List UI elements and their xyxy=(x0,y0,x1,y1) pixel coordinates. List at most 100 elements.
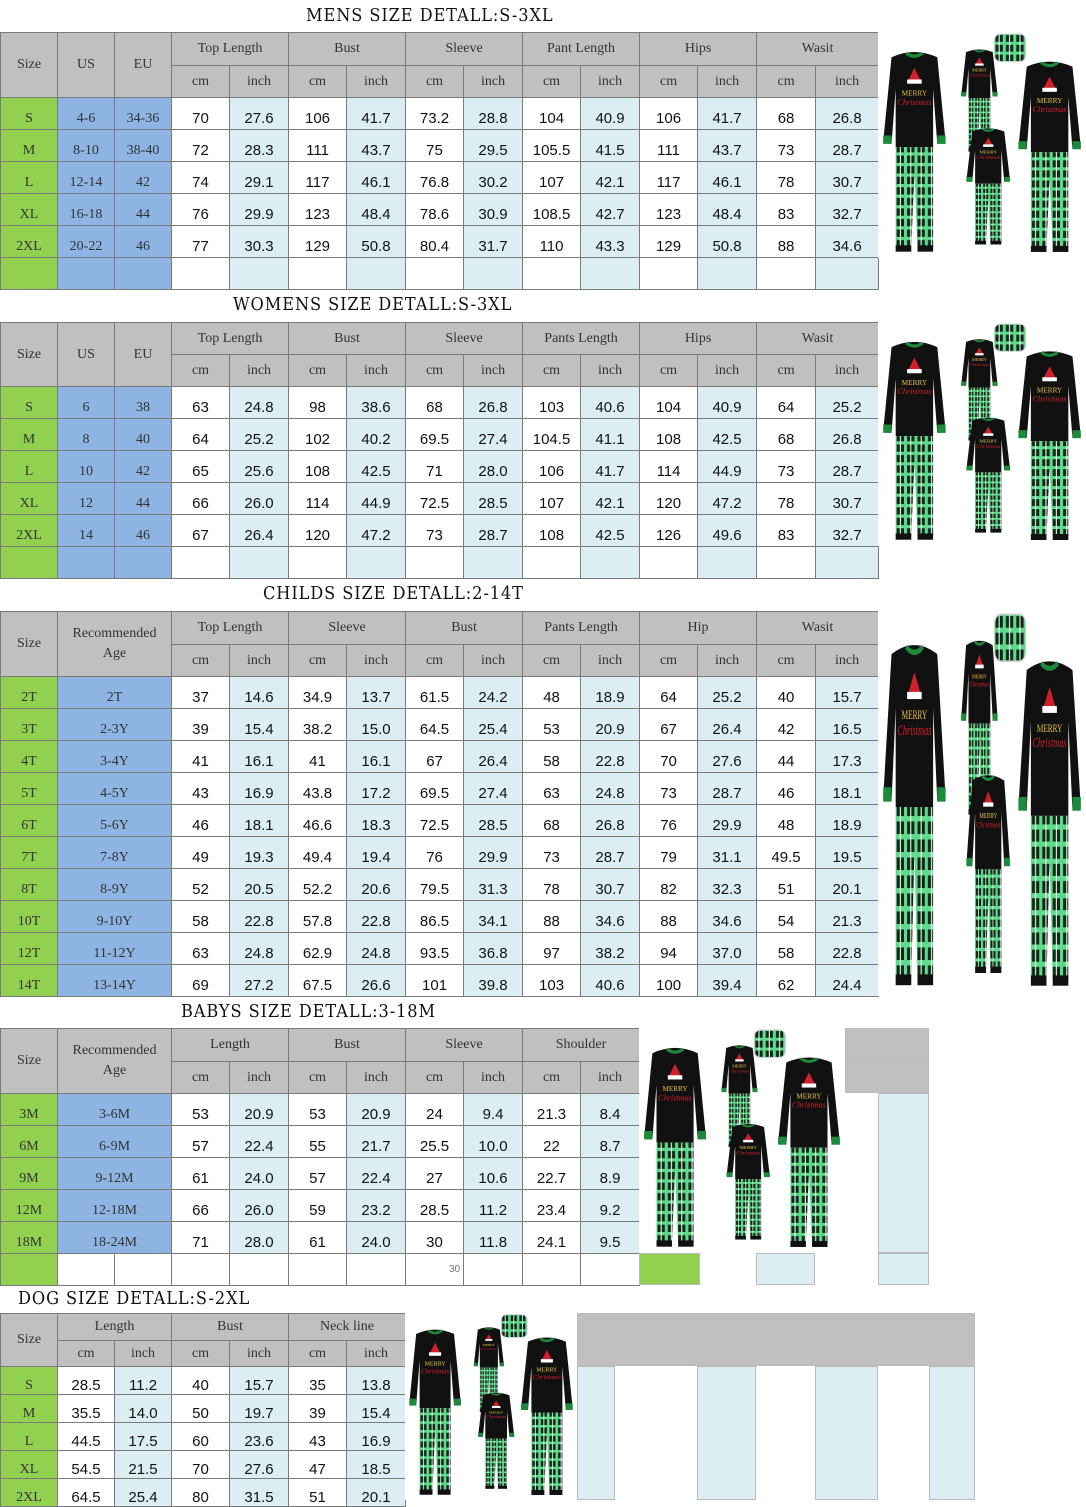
cm-value: 23.4 xyxy=(522,1189,582,1222)
size-cell: 12T xyxy=(0,932,58,965)
unit-header-cm: cm xyxy=(288,65,348,98)
column-group-header: Hips xyxy=(639,322,758,355)
unit-header-cm: cm xyxy=(405,354,465,387)
size-cell: 6M xyxy=(0,1125,58,1158)
inch-value: 23.6 xyxy=(229,1422,289,1451)
inch-value: 11.2 xyxy=(114,1366,172,1395)
size-cell: 4T xyxy=(0,740,58,773)
empty-cell xyxy=(815,546,880,579)
mens-size-table: Size US EU Top Length Bust Sleeve Pant Length H… xyxy=(0,32,880,290)
eu-size-cell: 42 xyxy=(114,450,172,483)
inch-value: 24.8 xyxy=(580,772,641,805)
cm-value: 48 xyxy=(756,804,817,837)
svg-text:Christmas: Christmas xyxy=(481,1347,498,1351)
cm-value: 78 xyxy=(522,868,582,901)
empty-cell xyxy=(639,257,699,290)
inch-value: 14.6 xyxy=(228,676,290,709)
table-row: M 8-10 38-40 72 28.3 111 43.7 75 29.5 105.5 41.5 11… xyxy=(0,129,880,162)
cm-value: 43 xyxy=(288,1422,347,1451)
cm-value: 70 xyxy=(171,97,230,130)
cm-value: 51 xyxy=(288,1478,347,1507)
cm-value: 83 xyxy=(756,193,817,226)
size-cell: 3M xyxy=(0,1093,58,1126)
svg-text:Christmas: Christmas xyxy=(658,1093,692,1102)
cm-value: 54.5 xyxy=(57,1450,115,1479)
inch-value: 26.0 xyxy=(228,482,290,515)
cm-value: 52.2 xyxy=(288,868,348,901)
size-cell: L xyxy=(0,450,58,483)
inch-value: 28.5 xyxy=(463,804,524,837)
cm-value: 78.6 xyxy=(405,193,465,226)
cm-value: 72 xyxy=(171,129,230,162)
inch-value: 24.0 xyxy=(346,1221,406,1254)
column-group-header: Top Length xyxy=(170,322,290,355)
empty-cell xyxy=(57,546,115,579)
cm-value: 62.9 xyxy=(288,932,348,965)
cm-value: 22.7 xyxy=(522,1157,582,1190)
column-group-header: Shoulder xyxy=(522,1028,641,1062)
cm-value: 73 xyxy=(522,836,582,869)
svg-text:MERRY: MERRY xyxy=(902,378,928,387)
cm-value: 64.5 xyxy=(57,1478,115,1507)
cm-value: 49 xyxy=(171,836,230,869)
cm-value: 114 xyxy=(639,450,699,483)
cm-value: 104 xyxy=(639,386,699,419)
unit-header-inch: inch xyxy=(580,1061,641,1094)
size-cell: 8T xyxy=(0,868,58,901)
unit-header-inch: inch xyxy=(697,644,758,677)
cm-value: 24.1 xyxy=(522,1221,582,1254)
column-group-header: Wasit xyxy=(756,611,880,645)
unit-header-cm: cm xyxy=(288,644,348,677)
inch-value: 28.7 xyxy=(815,129,880,162)
inch-value: 11.2 xyxy=(462,1189,524,1222)
us-size-cell: 14 xyxy=(57,514,115,547)
svg-text:Christmas: Christmas xyxy=(792,1101,826,1110)
inch-value: 15.4 xyxy=(346,1394,406,1423)
cm-value: 69.5 xyxy=(405,418,465,451)
inch-value: 18.5 xyxy=(346,1450,406,1479)
cm-value: 59 xyxy=(288,1189,347,1222)
unit-header-cm: cm xyxy=(288,354,348,387)
grid-header-cell xyxy=(845,1028,929,1061)
inch-value: 28.7 xyxy=(463,514,524,547)
unit-header-inch: inch xyxy=(229,1340,289,1367)
empty-cell xyxy=(229,1253,289,1286)
size-cell: M xyxy=(0,1394,58,1423)
cm-value: 66 xyxy=(171,1189,230,1222)
inch-value: 26.8 xyxy=(463,386,524,419)
svg-text:MERRY: MERRY xyxy=(796,1093,821,1101)
size-cell: 3T xyxy=(0,708,58,741)
size-cell: S xyxy=(0,97,58,130)
family-pajamas-icon: MERRY Christmas MERRY Christmas MERRY Ch… xyxy=(409,1314,573,1495)
size-cell: 14T xyxy=(0,964,58,997)
unit-header-inch: inch xyxy=(346,644,407,677)
table-row: S 6 38 63 24.8 98 38.6 68 26.8 103 40.6 104 40.9 64 25… xyxy=(0,386,880,419)
table-row: 18M 18-24M 71 28.0 61 24.0 30 11.8 24.1 9.5 xyxy=(0,1221,641,1254)
table-row: 2T 2T 37 14.6 34.9 13.7 61.5 24.2 48 18.9 64 25.2 40… xyxy=(0,676,880,709)
us-size-cell: 16-18 xyxy=(57,193,115,226)
childs-title: CHILDS SIZE DETALL:2-14T xyxy=(263,583,524,604)
unit-header-inch: inch xyxy=(346,65,407,98)
inch-value: 24.0 xyxy=(229,1157,289,1190)
cm-value: 75 xyxy=(405,129,465,162)
eu-size-cell: 44 xyxy=(114,482,172,515)
svg-text:Christmas: Christmas xyxy=(1033,394,1067,403)
grid-cell xyxy=(756,1253,815,1285)
age-cell: 12-18M xyxy=(57,1189,172,1222)
cm-value: 62 xyxy=(756,964,817,997)
svg-text:MERRY: MERRY xyxy=(1037,97,1062,105)
svg-text:Christmas: Christmas xyxy=(897,98,931,107)
inch-value: 38.2 xyxy=(580,932,641,965)
column-group-header: Wasit xyxy=(756,32,880,66)
cm-value: 107 xyxy=(522,161,582,194)
inch-value: 22.4 xyxy=(229,1125,289,1158)
inch-value: 29.5 xyxy=(463,129,524,162)
cm-value: 76.8 xyxy=(405,161,465,194)
cm-value: 48 xyxy=(522,676,582,709)
unit-header-inch: inch xyxy=(697,354,758,387)
blank-row xyxy=(0,1253,641,1286)
cm-value: 105.5 xyxy=(522,129,582,162)
inch-value: 42.1 xyxy=(580,161,641,194)
family-pajamas-image: MERRY Christmas MERRY Christmas MERRY Ch… xyxy=(639,1028,845,1253)
eu-size-cell: 42 xyxy=(114,161,172,194)
